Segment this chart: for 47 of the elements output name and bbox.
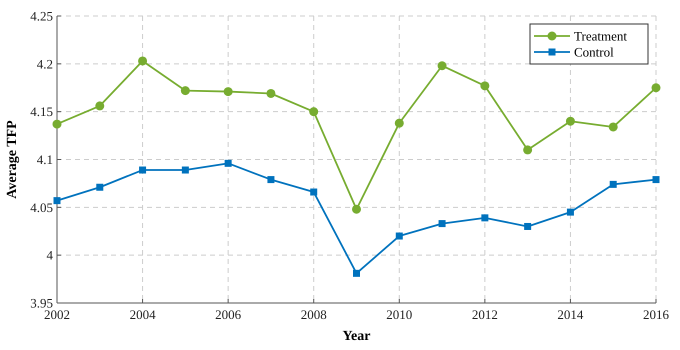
x-tick-label: 2010 — [386, 307, 412, 322]
point — [608, 122, 618, 132]
x-tick-label: 2016 — [643, 307, 670, 322]
point — [266, 88, 276, 98]
y-axis-title: Average TFP — [5, 120, 20, 199]
y-tick-label: 4.1 — [36, 152, 53, 167]
y-tick-label: 4.2 — [36, 56, 53, 72]
point — [438, 61, 447, 70]
point — [566, 208, 574, 216]
legend-label: Treatment — [574, 28, 628, 44]
y-tick-label: 4.15 — [30, 104, 53, 120]
point — [353, 270, 360, 277]
point — [310, 188, 318, 196]
point — [481, 214, 488, 222]
point — [652, 176, 660, 184]
point — [182, 166, 189, 174]
y-tick-label: 4.05 — [30, 200, 53, 215]
point — [523, 145, 532, 154]
point — [267, 176, 274, 184]
point — [139, 166, 146, 174]
point — [438, 220, 446, 228]
point — [566, 116, 575, 126]
point — [652, 83, 660, 92]
point — [394, 118, 404, 128]
point — [309, 107, 318, 116]
point — [95, 101, 104, 110]
point — [610, 180, 617, 188]
x-axis-title: Year — [342, 329, 370, 344]
x-tick-label: 2004 — [130, 307, 156, 322]
y-tick-label: 4 — [46, 248, 54, 263]
y-tick-label: 4.25 — [30, 8, 53, 24]
point — [180, 86, 190, 96]
point — [396, 232, 403, 240]
point — [524, 222, 532, 230]
point — [352, 204, 361, 214]
point — [54, 197, 60, 204]
point — [138, 56, 148, 66]
x-tick-label: 2008 — [300, 307, 327, 322]
point — [224, 160, 232, 167]
point — [52, 120, 62, 129]
x-tick-label: 2014 — [557, 307, 584, 322]
legend-label: Control — [574, 44, 614, 60]
point — [480, 81, 490, 90]
x-tick-label: 2012 — [472, 307, 498, 322]
x-tick-label: 2006 — [215, 307, 242, 322]
point — [96, 184, 104, 191]
point — [224, 87, 233, 96]
